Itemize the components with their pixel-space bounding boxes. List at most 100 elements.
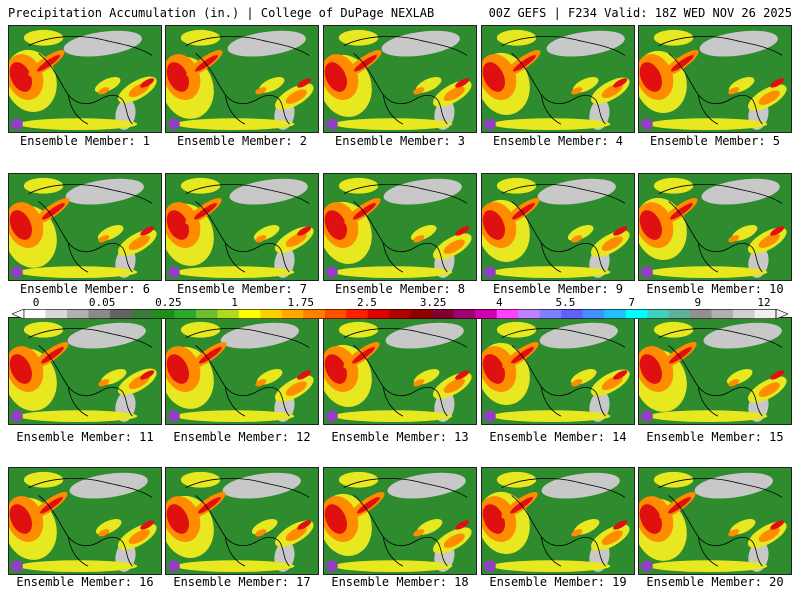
light-precip-area bbox=[23, 471, 64, 488]
ensemble-member-map[interactable] bbox=[323, 317, 477, 425]
heavy-precip-area bbox=[669, 347, 692, 364]
extreme-precip-area bbox=[10, 118, 23, 131]
ensemble-member-map[interactable] bbox=[638, 467, 792, 575]
heavy-precip-area bbox=[482, 210, 506, 240]
colorbar-segment bbox=[109, 309, 132, 319]
heavy-precip-area bbox=[40, 347, 64, 364]
extreme-precip-area bbox=[640, 118, 653, 131]
heavy-precip-area bbox=[9, 62, 33, 92]
ensemble-member-map[interactable] bbox=[323, 173, 477, 281]
light-precip-area bbox=[653, 471, 694, 488]
colorbar-tick-label: 9 bbox=[694, 296, 702, 309]
ensemble-member-map[interactable] bbox=[8, 317, 162, 425]
colorbar-tick-label: 12 bbox=[757, 296, 771, 309]
colorbar-segment bbox=[690, 309, 712, 319]
moderate-precip-area bbox=[728, 235, 740, 243]
ensemble-member-map[interactable] bbox=[638, 25, 792, 133]
colorbar-segment bbox=[496, 309, 519, 319]
extreme-precip-area bbox=[10, 410, 23, 423]
ensemble-member-map[interactable] bbox=[165, 173, 319, 281]
ensemble-member-label: Ensemble Member: 19 bbox=[489, 575, 627, 589]
extreme-precip-area bbox=[167, 118, 180, 131]
colorbar-segment bbox=[45, 309, 68, 319]
coastline bbox=[28, 328, 153, 417]
ensemble-member-map[interactable] bbox=[481, 317, 635, 425]
ensemble-member-map[interactable] bbox=[165, 317, 319, 425]
heavy-precip-area bbox=[41, 203, 65, 220]
heavy-precip-area bbox=[670, 55, 694, 72]
ensemble-member-map[interactable] bbox=[638, 317, 792, 425]
ensemble-member-map[interactable] bbox=[8, 467, 162, 575]
dry-area bbox=[387, 472, 466, 499]
light-precip-area bbox=[18, 266, 138, 279]
moderate-precip-area bbox=[571, 87, 583, 95]
colorbar-segment bbox=[604, 309, 626, 319]
ensemble-member-label: Ensemble Member: 16 bbox=[16, 575, 154, 589]
ensemble-member-map[interactable] bbox=[8, 173, 162, 281]
heavy-precip-area bbox=[297, 520, 312, 530]
heavy-precip-area bbox=[455, 370, 470, 380]
light-precip-area bbox=[333, 266, 453, 279]
dry-area bbox=[703, 322, 782, 349]
light-precip-area bbox=[653, 29, 694, 46]
extreme-precip-area bbox=[325, 118, 338, 131]
heavy-precip-area bbox=[9, 504, 33, 534]
ensemble-member-map[interactable] bbox=[481, 25, 635, 133]
light-precip-area bbox=[496, 29, 537, 46]
heavy-precip-area bbox=[198, 347, 222, 364]
light-precip-area bbox=[338, 177, 379, 194]
coastline bbox=[343, 36, 468, 125]
colorbar-segment bbox=[733, 309, 755, 319]
ensemble-member-map[interactable] bbox=[8, 25, 162, 133]
colorbar-segment bbox=[152, 309, 175, 319]
colorbar-min-arrow bbox=[12, 309, 25, 319]
heavy-precip-area bbox=[140, 226, 155, 236]
heavy-precip-area bbox=[197, 497, 221, 514]
heavy-precip-area bbox=[455, 520, 470, 530]
colorbar-tick-label: 0.05 bbox=[88, 296, 116, 309]
heavy-precip-area bbox=[668, 497, 691, 514]
light-precip-area bbox=[653, 321, 694, 338]
ensemble-member-label: Ensemble Member: 10 bbox=[646, 282, 784, 296]
moderate-precip-area bbox=[98, 235, 110, 243]
ensemble-member-label: Ensemble Member: 7 bbox=[176, 282, 308, 296]
light-precip-area bbox=[333, 118, 453, 131]
moderate-precip-area bbox=[758, 527, 780, 543]
ensemble-member-map[interactable] bbox=[481, 173, 635, 281]
ensemble-member-map[interactable] bbox=[323, 25, 477, 133]
ensemble-member-map[interactable] bbox=[165, 467, 319, 575]
heavy-precip-area bbox=[195, 55, 218, 72]
ensemble-member-map[interactable] bbox=[481, 467, 635, 575]
colorbar-bar bbox=[12, 309, 788, 319]
light-precip-area bbox=[175, 266, 295, 279]
colorbar-segment bbox=[668, 309, 691, 319]
colorbar-segment bbox=[88, 309, 111, 319]
light-precip-area bbox=[496, 471, 537, 488]
coastline bbox=[658, 478, 783, 567]
moderate-precip-area bbox=[285, 89, 307, 104]
ensemble-member-label: Ensemble Member: 18 bbox=[331, 575, 469, 589]
ensemble-member-label: Ensemble Member: 2 bbox=[176, 134, 308, 148]
colorbar-segment bbox=[131, 309, 154, 319]
ensemble-member-map[interactable] bbox=[323, 467, 477, 575]
colorbar-segment bbox=[324, 309, 347, 319]
colorbar-segment bbox=[410, 309, 433, 319]
ensemble-member-map[interactable] bbox=[165, 25, 319, 133]
light-precip-area bbox=[653, 177, 694, 194]
ensemble-member-label: Ensemble Member: 15 bbox=[646, 430, 784, 444]
colorbar-segment bbox=[195, 309, 218, 319]
colorbar-segment bbox=[625, 309, 648, 319]
coastline bbox=[28, 36, 153, 125]
colorbar-segment bbox=[238, 309, 261, 319]
extreme-precip-area bbox=[167, 560, 180, 573]
heavy-precip-area bbox=[613, 226, 628, 236]
colorbar-segment bbox=[367, 309, 390, 319]
ensemble-member-label: Ensemble Member: 17 bbox=[173, 575, 311, 589]
ensemble-member-map[interactable] bbox=[638, 173, 792, 281]
extreme-precip-area bbox=[483, 410, 496, 423]
extreme-precip-area bbox=[640, 266, 653, 279]
map-title: Precipitation Accumulation (in.) | Colle… bbox=[8, 6, 435, 20]
ensemble-member-label: Ensemble Member: 1 bbox=[19, 134, 151, 148]
light-precip-area bbox=[491, 560, 611, 573]
heavy-precip-area bbox=[639, 504, 663, 534]
